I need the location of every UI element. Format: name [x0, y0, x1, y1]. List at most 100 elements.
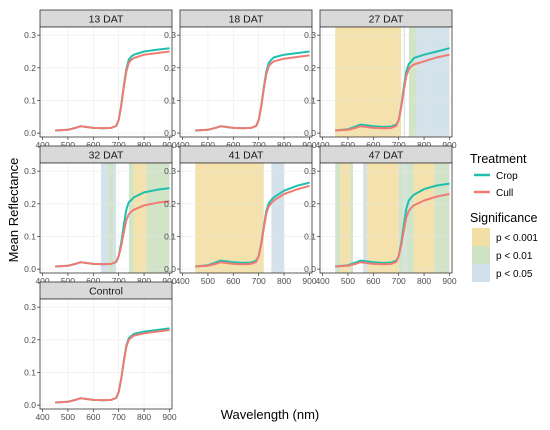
- x-tick-label: 800: [417, 140, 431, 150]
- x-tick-label: 400: [315, 276, 329, 286]
- significance-band: [335, 163, 341, 273]
- legend-item-p05: p < 0.05: [472, 264, 533, 282]
- legend-item-p01: p < 0.01: [472, 246, 533, 264]
- y-tick-label: 0.3: [24, 166, 36, 176]
- x-tick-label: 900: [162, 276, 176, 286]
- legend-p05-swatch: [472, 264, 490, 282]
- y-tick-label: 0.0: [24, 264, 36, 274]
- panel-frame: [319, 162, 453, 274]
- panel-frame: [179, 162, 313, 274]
- x-tick-label: 900: [302, 140, 316, 150]
- x-tick-label: 500: [61, 412, 75, 422]
- significance-band: [406, 163, 414, 273]
- series-line-cull: [55, 50, 170, 132]
- x-tick-label: 500: [341, 276, 355, 286]
- significance-band: [366, 163, 399, 273]
- series-line-cull: [55, 329, 170, 404]
- x-tick-label: 500: [61, 276, 75, 286]
- series-line-cull: [55, 200, 170, 268]
- significance-band: [100, 163, 109, 273]
- legend-treatment-title: Treatment: [470, 152, 527, 166]
- x-tick-label: 600: [86, 140, 100, 150]
- y-tick-label: 0.1: [164, 231, 176, 241]
- significance-band: [408, 27, 417, 137]
- y-tick-label: 0.1: [24, 231, 36, 241]
- x-tick-label: 800: [417, 276, 431, 286]
- legend-crop-label: Crop: [496, 171, 518, 182]
- legend-p01-swatch: [472, 246, 490, 264]
- significance-band: [434, 163, 450, 273]
- x-tick-label: 400: [175, 276, 189, 286]
- x-tick-label: 800: [277, 140, 291, 150]
- panel-title: 13 DAT: [89, 14, 124, 26]
- panel-frame: [179, 26, 313, 138]
- significance-band: [128, 163, 134, 273]
- x-axis-label: Wavelength (nm): [221, 407, 320, 422]
- x-tick-label: 800: [277, 276, 291, 286]
- y-tick-label: 0.2: [304, 63, 316, 73]
- panel-18-dat: 18 DAT 400 500 600 700 800 900 0.0 0.1 0.2 0.3: [164, 9, 317, 150]
- significance-band: [416, 27, 450, 137]
- y-tick-label: 0.1: [24, 95, 36, 105]
- y-tick-label: 0.2: [24, 199, 36, 209]
- y-tick-label: 0.3: [24, 30, 36, 40]
- series-line-cull: [195, 184, 310, 268]
- panel-title: 32 DAT: [89, 150, 124, 162]
- x-tick-label: 700: [112, 276, 126, 286]
- x-tick-label: 400: [315, 140, 329, 150]
- legend-p05-label: p < 0.05: [496, 269, 533, 280]
- panel-47-dat: 47 DAT 400 500 600 700 800 900 0.0 0.1 0.2 0.3: [304, 145, 457, 286]
- x-tick-label: 500: [201, 140, 215, 150]
- x-tick-label: 900: [442, 276, 456, 286]
- y-tick-label: 0.3: [304, 166, 316, 176]
- panel-background: [40, 299, 172, 409]
- panel-frame: [39, 162, 173, 274]
- y-tick-label: 0.3: [164, 30, 176, 40]
- y-tick-label: 0.1: [24, 367, 36, 377]
- panel-background: [180, 27, 312, 137]
- y-tick-label: 0.0: [304, 264, 316, 274]
- legend-p001-swatch: [472, 228, 490, 246]
- y-tick-label: 0.2: [164, 63, 176, 73]
- y-axis-label: Mean Reflectance: [6, 158, 21, 263]
- y-tick-label: 0.0: [164, 128, 176, 138]
- x-tick-label: 800: [137, 276, 151, 286]
- y-tick-label: 0.3: [164, 166, 176, 176]
- y-tick-label: 0.0: [24, 128, 36, 138]
- legend: Treatment Crop Cull Significance p < 0.0…: [470, 152, 538, 282]
- legend-cull-label: Cull: [496, 188, 513, 199]
- legend-item-p001: p < 0.001: [472, 228, 538, 246]
- x-tick-label: 600: [366, 140, 380, 150]
- panel-frame: [39, 298, 173, 410]
- x-tick-label: 700: [392, 140, 406, 150]
- y-tick-label: 0.1: [304, 231, 316, 241]
- significance-band: [363, 163, 367, 273]
- x-tick-label: 400: [35, 412, 49, 422]
- significance-band: [271, 163, 285, 273]
- panel-title: 27 DAT: [369, 14, 404, 26]
- panel-27-dat: 27 DAT 400 500 600 700 800 900 0.0 0.1 0.2 0.3: [304, 9, 457, 150]
- x-tick-label: 500: [201, 276, 215, 286]
- x-tick-label: 600: [226, 140, 240, 150]
- legend-significance-title: Significance: [470, 211, 537, 225]
- x-tick-label: 900: [442, 140, 456, 150]
- panel-control: Control 400 500 600 700 800 900 0.0 0.1 0.2 0.3: [24, 281, 177, 422]
- legend-p001-label: p < 0.001: [496, 233, 538, 244]
- x-tick-label: 500: [61, 140, 75, 150]
- panel-13-dat: 13 DAT 400 500 600 700 800 900 0.0 0.1 0.2 0.3: [24, 9, 177, 150]
- y-tick-label: 0.1: [304, 95, 316, 105]
- series-line-cull: [195, 54, 310, 132]
- series-line-cull: [335, 53, 450, 132]
- y-tick-label: 0.0: [304, 128, 316, 138]
- panel-frame: [319, 26, 453, 138]
- panel-32-dat: 32 DAT 400 500 600 700 800 900 0.0 0.1 0.2 0.3: [24, 145, 177, 286]
- y-tick-label: 0.3: [24, 302, 36, 312]
- panel-background: [40, 27, 172, 137]
- significance-band: [108, 163, 114, 273]
- y-tick-label: 0.2: [24, 63, 36, 73]
- x-tick-label: 900: [302, 276, 316, 286]
- panel-title: Control: [89, 286, 123, 298]
- significance-band: [335, 27, 402, 137]
